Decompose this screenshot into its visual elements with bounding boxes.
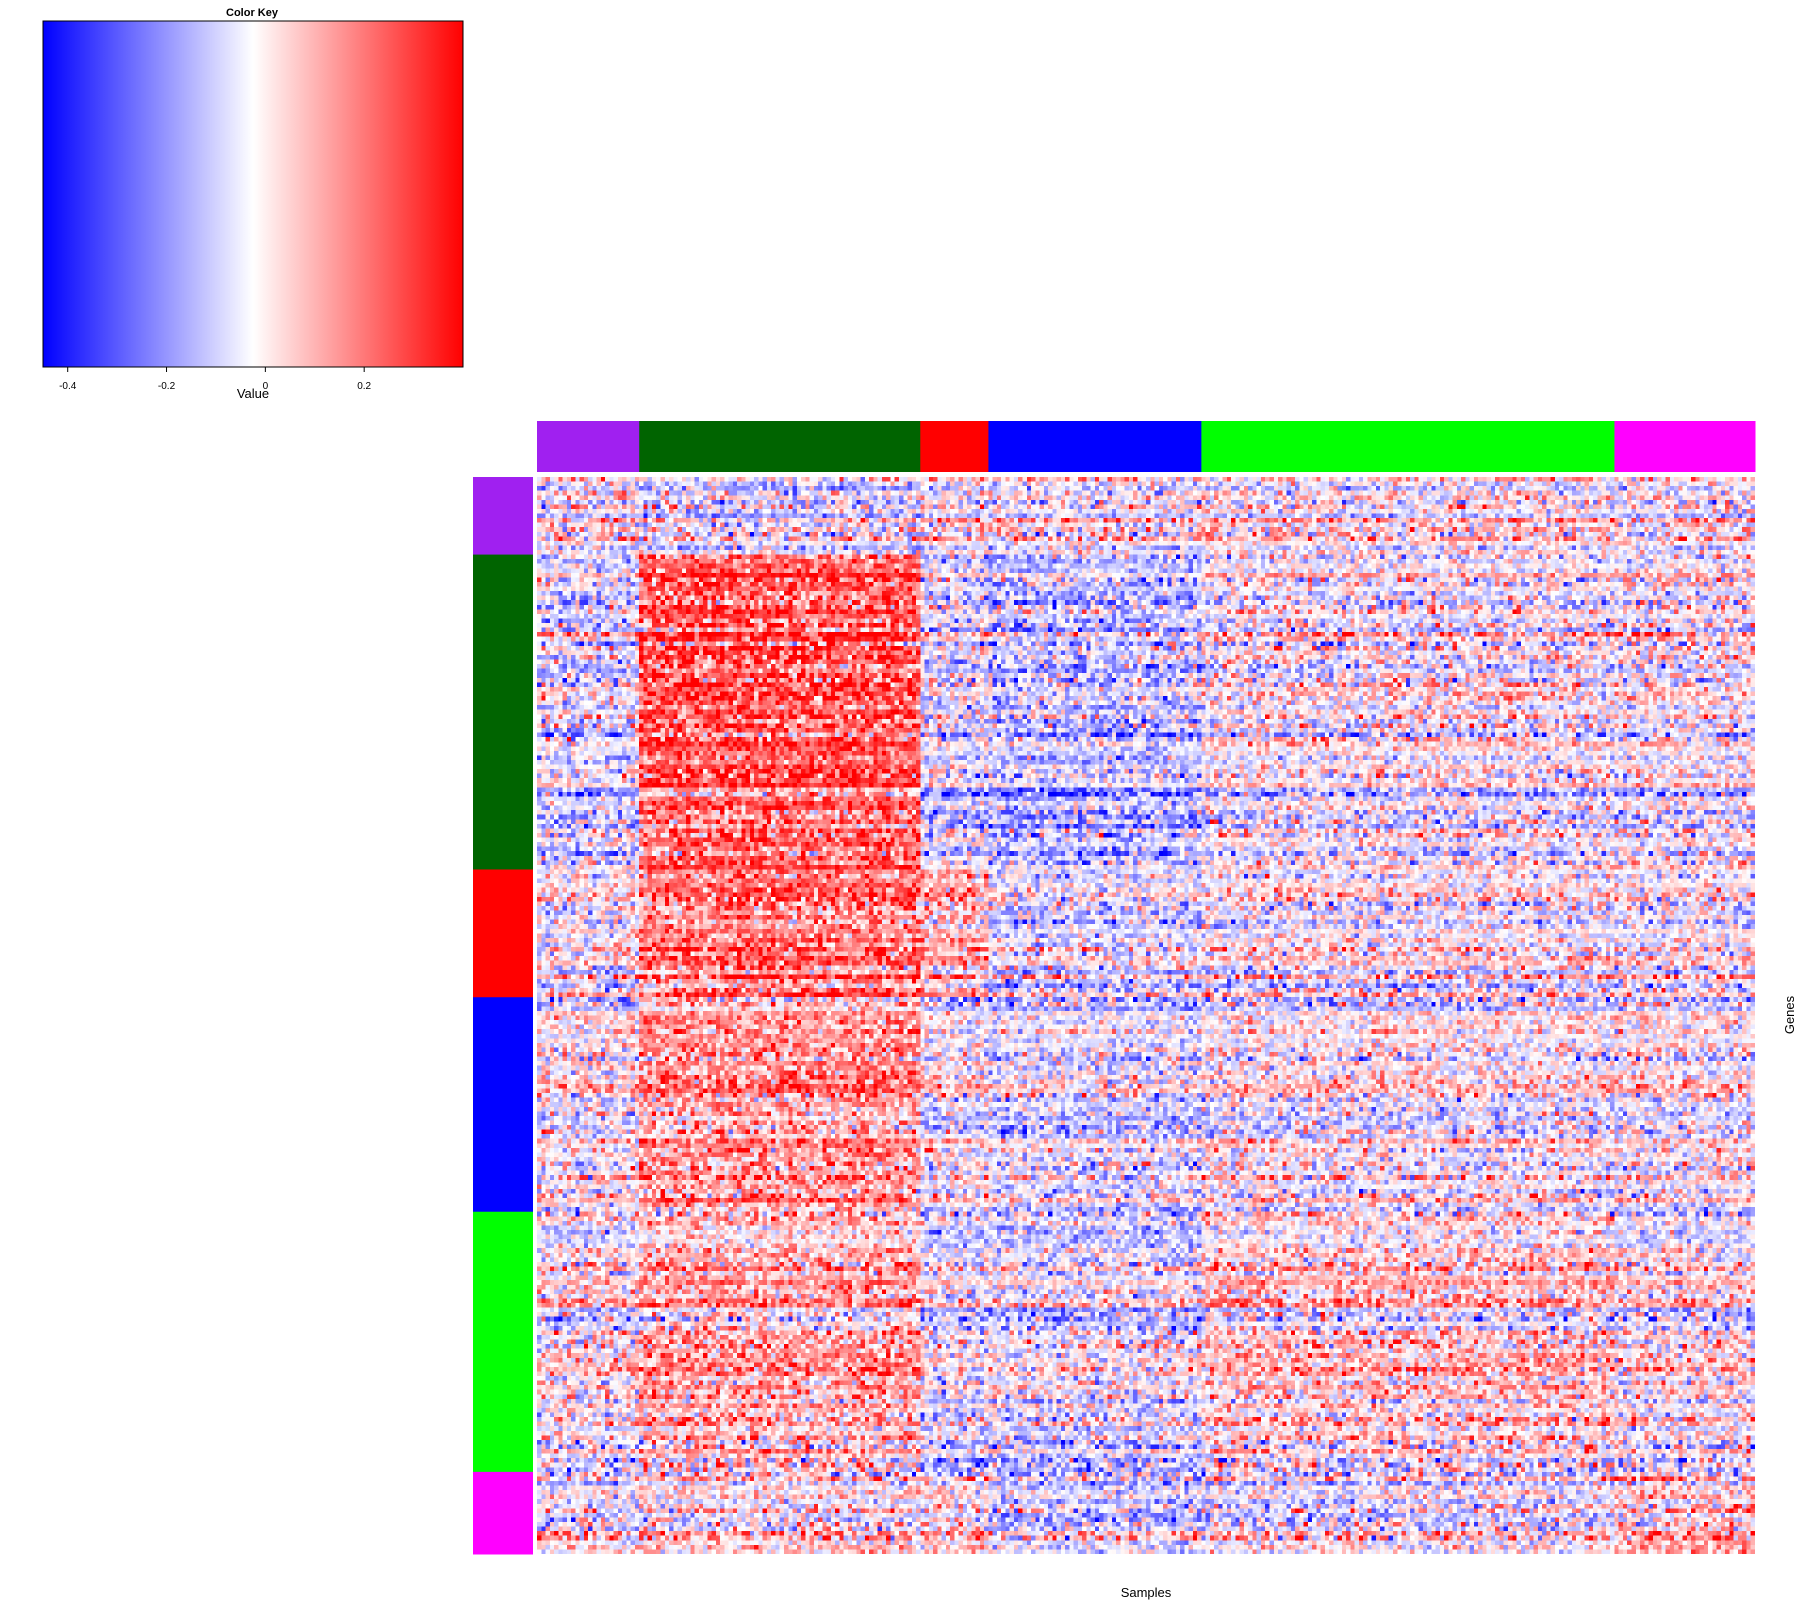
row-group-color [473,869,533,998]
color-key-tick-label: -0.4 [59,381,77,392]
y-axis-label: Genes [1782,995,1797,1034]
row-group-color [473,477,533,556]
column-group-color [920,421,989,472]
heatmap-body [537,477,1755,1554]
row-group-color [473,554,533,870]
column-group-color [537,421,640,472]
column-group-color [639,421,921,472]
x-axis-label: Samples [1121,1585,1172,1600]
color-key-title: Color Key [226,7,279,19]
column-side-colors [537,421,1756,472]
heatmap-cells [537,477,1755,1554]
column-group-color [1201,421,1615,472]
color-key-axis: -0.4 -0.2 0 0.2 [59,367,372,392]
column-group-color [1614,421,1756,472]
row-group-color [473,1471,533,1555]
column-group-color [988,421,1202,472]
color-key-tick-label: 0 [263,381,269,392]
row-side-colors [473,477,533,1555]
color-key-xlabel: Value [237,386,269,401]
row-group-color [473,1211,533,1473]
color-key: Color Key -0.4 -0.2 0 0.2 Value [42,7,464,401]
color-key-gradient [42,20,464,368]
row-group-color [473,997,533,1213]
color-key-tick-label: -0.2 [158,381,176,392]
color-key-tick-label: 0.2 [357,381,371,392]
